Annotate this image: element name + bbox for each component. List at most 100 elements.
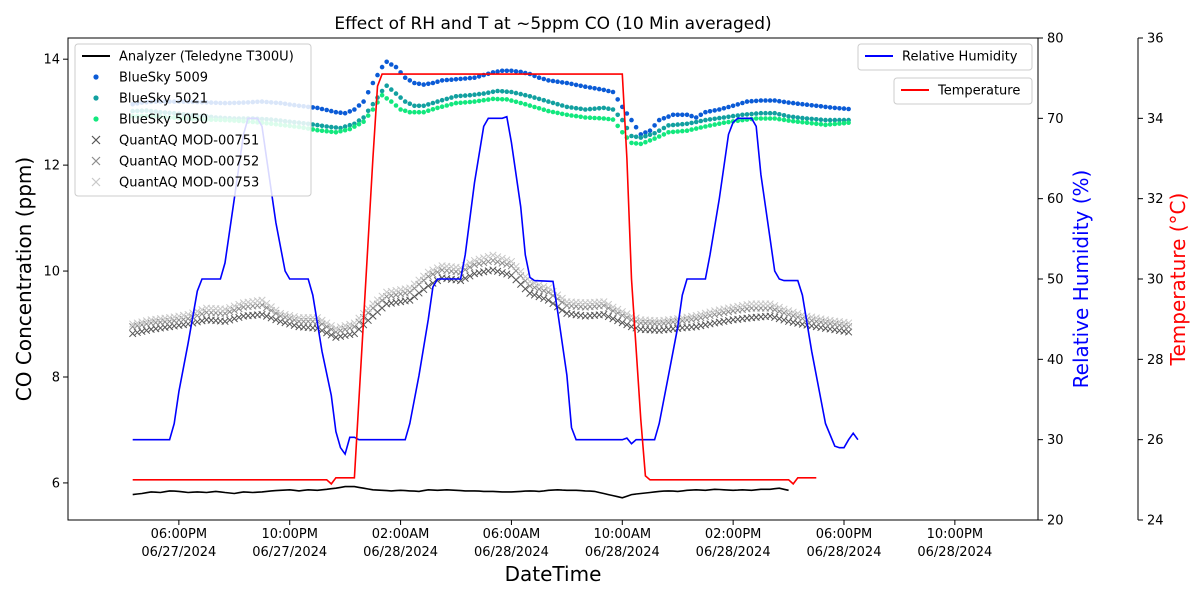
data-point <box>546 78 551 83</box>
data-point <box>703 109 708 115</box>
data-point <box>504 89 510 94</box>
data-point <box>342 124 348 129</box>
data-point <box>530 291 539 299</box>
data-point <box>356 103 362 108</box>
data-point <box>406 296 414 304</box>
data-point <box>794 309 802 318</box>
data-point <box>596 115 602 121</box>
data-point <box>771 313 779 322</box>
data-point <box>809 116 814 122</box>
data-point <box>472 92 477 97</box>
data-point <box>583 107 588 112</box>
data-point <box>129 329 137 338</box>
data-point <box>804 116 810 121</box>
data-point <box>267 303 275 311</box>
data-point <box>784 317 793 326</box>
data-point <box>698 125 704 130</box>
legend-box <box>857 43 1033 71</box>
data-point <box>726 119 731 125</box>
x-tick-label-time: 06:00AM <box>483 527 541 542</box>
data-point <box>827 122 833 127</box>
data-point <box>338 110 343 115</box>
data-point <box>712 122 717 127</box>
data-point <box>476 98 482 104</box>
data-point <box>596 106 602 111</box>
data-point <box>606 88 611 94</box>
data-point <box>315 122 320 128</box>
data-point <box>444 103 450 108</box>
y-axis-co: 6 8 10 12 14 <box>43 53 68 491</box>
data-point <box>795 119 801 124</box>
data-point <box>647 132 653 138</box>
data-point <box>370 101 376 107</box>
data-point <box>230 302 238 310</box>
data-point <box>726 104 731 110</box>
legend-label: Analyzer (Teledyne T300U) <box>119 50 294 65</box>
data-point <box>680 128 685 134</box>
data-point <box>518 69 523 75</box>
data-point <box>707 123 713 128</box>
data-point <box>407 78 413 83</box>
data-point <box>812 314 820 322</box>
data-point <box>193 307 201 315</box>
data-point <box>790 118 796 124</box>
data-point <box>393 103 399 108</box>
legend-entry: QuantAQ MOD-00751 <box>91 134 259 149</box>
data-point <box>647 128 653 133</box>
x-tick-label-date: 06/27/2024 <box>252 545 327 560</box>
data-point <box>444 96 450 102</box>
data-point <box>540 282 548 291</box>
data-point <box>347 109 353 114</box>
data-point <box>375 72 380 78</box>
y3-tick-label: 28 <box>1147 353 1164 368</box>
data-point <box>583 84 588 89</box>
data-point <box>439 97 445 103</box>
data-point <box>720 317 728 326</box>
series-quantaq-mod-00751 <box>129 266 853 341</box>
data-point <box>772 116 777 121</box>
data-point <box>573 113 579 119</box>
data-point <box>499 89 505 94</box>
data-point <box>680 121 685 127</box>
data-point <box>735 102 741 107</box>
data-point <box>712 116 717 122</box>
data-point <box>823 122 828 128</box>
data-point <box>430 107 436 112</box>
data-point <box>587 115 593 120</box>
data-point <box>818 122 824 127</box>
data-point <box>426 108 431 113</box>
data-point <box>495 96 500 102</box>
data-point <box>527 94 533 99</box>
y3-tick: 24 <box>1138 514 1164 529</box>
data-point <box>841 120 847 126</box>
data-point <box>706 320 714 328</box>
data-point <box>544 284 553 292</box>
data-point <box>527 103 533 108</box>
data-point <box>609 315 617 323</box>
y3-tick-label: 36 <box>1147 32 1164 47</box>
data-point <box>620 117 625 123</box>
data-point <box>781 113 787 118</box>
y-tick-label: 14 <box>43 53 60 68</box>
data-point <box>569 81 574 87</box>
y2-tick: 40 <box>1038 353 1064 368</box>
legend-label: Temperature <box>937 84 1020 99</box>
data-point <box>541 76 547 82</box>
data-point <box>495 69 500 74</box>
data-point <box>600 310 608 319</box>
data-point <box>356 118 362 123</box>
data-point <box>509 68 514 74</box>
chart-title: Effect of RH and T at ~5ppm CO (10 Min a… <box>334 14 771 34</box>
x-tick: 10:00AM 06/28/2024 <box>585 520 660 560</box>
data-point <box>680 112 685 118</box>
data-point <box>844 328 853 336</box>
series-analyzer-teledyne-t300u <box>132 485 789 499</box>
data-point <box>715 318 723 326</box>
x-axis-label: DateTime <box>505 562 602 586</box>
data-point <box>809 103 814 108</box>
y3-tick-label: 34 <box>1147 112 1164 127</box>
data-point <box>614 305 622 313</box>
data-point <box>476 74 482 79</box>
data-point <box>541 97 547 103</box>
x-tick-label-date: 06/28/2024 <box>917 545 992 560</box>
